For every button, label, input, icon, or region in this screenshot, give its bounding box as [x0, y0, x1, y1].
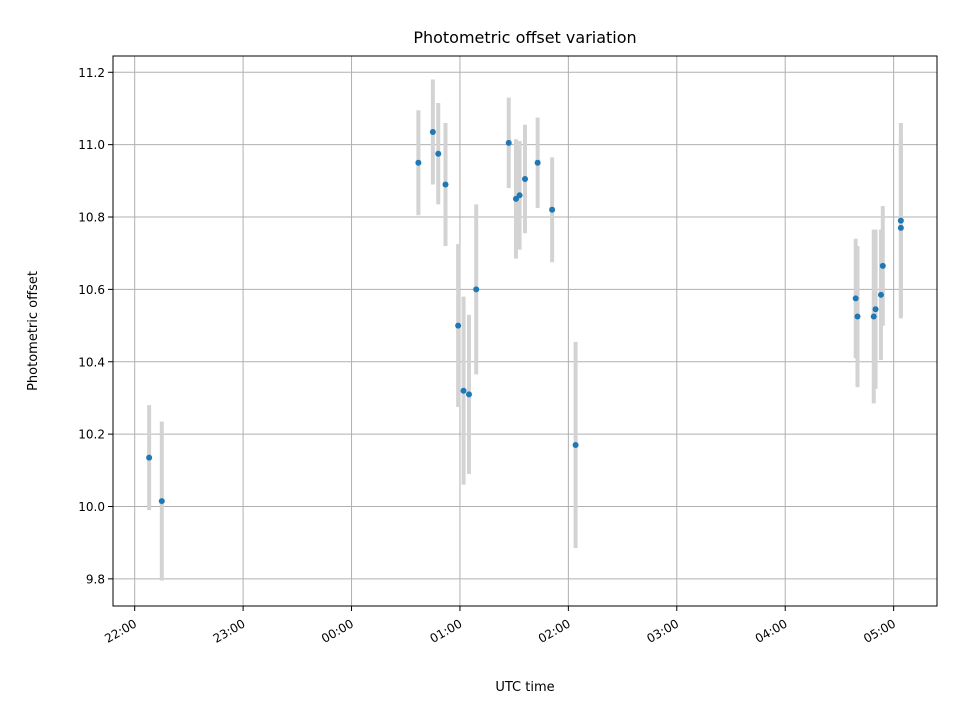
data-point [522, 176, 528, 183]
data-point [516, 192, 523, 199]
data-point [473, 286, 480, 293]
data-point [415, 159, 422, 166]
y-tick-label: 9.8 [86, 572, 105, 586]
data-point [549, 206, 556, 213]
data-point [534, 159, 541, 166]
data-point [870, 313, 877, 320]
data-point [460, 387, 467, 394]
data-point [442, 181, 449, 188]
data-point [158, 498, 165, 505]
y-tick-label: 10.4 [78, 355, 105, 369]
y-tick-label: 11.2 [78, 66, 105, 80]
data-point [877, 291, 884, 298]
data-point [465, 391, 472, 398]
data-point [435, 150, 442, 157]
data-points [146, 128, 904, 505]
data-point [897, 224, 904, 231]
y-tick-label: 10.6 [78, 283, 105, 297]
y-tick-label: 10.8 [78, 211, 105, 225]
y-tick-label: 10.0 [78, 500, 105, 514]
grid [113, 56, 937, 606]
data-point [872, 306, 879, 313]
y-tick-label: 11.0 [78, 138, 105, 152]
data-point [455, 322, 462, 329]
data-point [879, 262, 886, 269]
data-point [572, 441, 579, 448]
plot-frame [112, 55, 938, 607]
data-point [897, 217, 904, 224]
data-point [429, 128, 436, 135]
chart-title: Photometric offset variation [413, 28, 636, 47]
data-point [854, 313, 861, 320]
y-axis-label: Photometric offset [26, 271, 41, 391]
data-point [852, 295, 859, 302]
data-point [146, 454, 153, 461]
y-tick-label: 10.2 [78, 428, 105, 442]
data-point [505, 139, 512, 146]
y-axis: 9.8 10.0 10.2 10.4 10.6 10.8 11.0 11.2 [78, 66, 113, 586]
x-axis-label: UTC time [495, 680, 554, 695]
